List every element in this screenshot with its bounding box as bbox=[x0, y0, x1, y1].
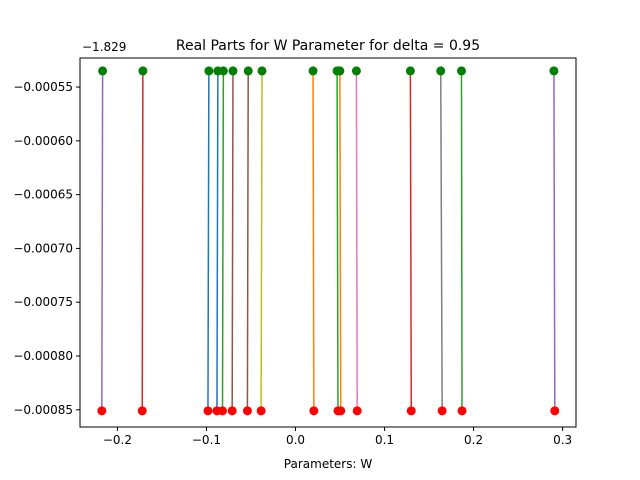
y-tick-label: −0.00080 bbox=[13, 349, 73, 363]
top-point bbox=[436, 66, 446, 76]
axes-frame bbox=[79, 57, 577, 428]
x-tick-label: −0.1 bbox=[192, 433, 221, 447]
y-axis: −0.00055 −0.00060 −0.00065 −0.00070 −0.00075… bbox=[13, 80, 80, 417]
x-tick-label: 0.3 bbox=[553, 433, 572, 447]
series-line bbox=[101, 70, 104, 411]
top-point bbox=[228, 66, 238, 76]
bottom-point bbox=[256, 406, 266, 416]
series-line bbox=[553, 70, 556, 411]
bottom-point bbox=[217, 406, 227, 416]
series-14 bbox=[456, 66, 467, 416]
series-line bbox=[355, 70, 358, 411]
series-11 bbox=[351, 66, 362, 416]
top-point bbox=[549, 66, 559, 76]
bottom-point bbox=[550, 406, 560, 416]
top-point bbox=[335, 66, 345, 76]
series-line bbox=[141, 70, 144, 411]
series-6 bbox=[242, 66, 253, 416]
bottom-point bbox=[457, 406, 467, 416]
top-point bbox=[308, 66, 318, 76]
series-layer bbox=[97, 66, 560, 416]
series-line bbox=[246, 70, 249, 411]
series-line bbox=[231, 70, 234, 411]
series-line bbox=[439, 70, 443, 411]
bottom-point bbox=[203, 406, 213, 416]
x-tick-label: −0.2 bbox=[103, 433, 132, 447]
bottom-point bbox=[242, 406, 252, 416]
series-13 bbox=[436, 66, 447, 416]
y-tick-label: −0.00055 bbox=[13, 80, 73, 94]
x-tick-label: 0.2 bbox=[464, 433, 483, 447]
top-point bbox=[243, 66, 253, 76]
top-point bbox=[257, 66, 267, 76]
y-tick-label: −0.00085 bbox=[13, 403, 73, 417]
series-1 bbox=[137, 66, 148, 416]
x-tick-label: 0.0 bbox=[286, 433, 305, 447]
bottom-point bbox=[309, 406, 319, 416]
series-7 bbox=[256, 66, 267, 416]
top-point bbox=[405, 66, 415, 76]
bottom-point bbox=[137, 406, 147, 416]
series-line bbox=[216, 70, 219, 411]
series-12 bbox=[405, 66, 416, 416]
plot-area bbox=[79, 57, 577, 428]
y-tick-label: −0.00065 bbox=[13, 188, 73, 202]
bottom-point bbox=[97, 406, 107, 416]
series-line bbox=[221, 70, 225, 411]
y-tick-label: −0.00060 bbox=[13, 134, 73, 148]
y-offset-label: −1.829 bbox=[82, 40, 126, 54]
bottom-point bbox=[227, 406, 237, 416]
x-axis-label: Parameters: W bbox=[284, 457, 373, 471]
series-line bbox=[336, 70, 339, 411]
series-8 bbox=[308, 66, 319, 416]
chart-title: Real Parts for W Parameter for delta = 0… bbox=[176, 38, 480, 54]
series-line bbox=[260, 70, 263, 411]
bottom-point bbox=[336, 406, 346, 416]
series-15 bbox=[549, 66, 560, 416]
top-point bbox=[351, 66, 361, 76]
y-tick-label: −0.00075 bbox=[13, 295, 73, 309]
top-point bbox=[98, 66, 108, 76]
series-10 bbox=[335, 66, 346, 416]
x-axis: −0.2 −0.1 0.0 0.1 0.2 0.3 bbox=[103, 427, 572, 447]
top-point bbox=[218, 66, 228, 76]
series-5 bbox=[227, 66, 238, 416]
series-0 bbox=[97, 66, 108, 416]
top-point bbox=[456, 66, 466, 76]
top-point bbox=[138, 66, 148, 76]
series-4 bbox=[217, 66, 228, 416]
series-line bbox=[207, 70, 210, 411]
series-2 bbox=[203, 66, 214, 416]
top-point bbox=[204, 66, 214, 76]
y-tick-label: −0.00070 bbox=[13, 241, 73, 255]
series-line bbox=[409, 70, 413, 411]
x-tick-label: 0.1 bbox=[375, 433, 394, 447]
bottom-point bbox=[406, 406, 416, 416]
bottom-point bbox=[352, 406, 362, 416]
series-line bbox=[460, 70, 463, 411]
series-line bbox=[312, 70, 315, 411]
bottom-point bbox=[437, 406, 447, 416]
series-line bbox=[339, 70, 342, 411]
